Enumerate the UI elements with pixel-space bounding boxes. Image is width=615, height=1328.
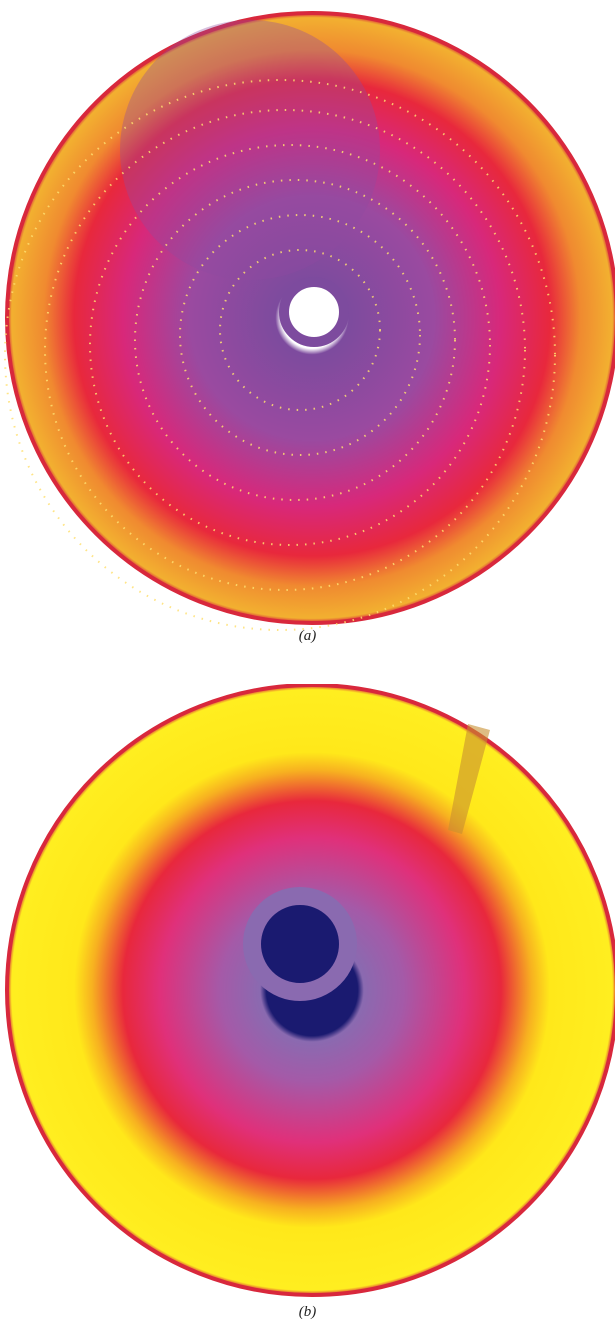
beam-stop <box>252 896 348 992</box>
panel-label: (b) <box>0 1304 615 1321</box>
diffraction-image-a <box>0 0 615 636</box>
diffraction-image-b <box>0 684 615 1308</box>
figure: (a) (b) <box>0 0 615 1328</box>
panel-label: (a) <box>0 628 615 645</box>
beam-stop <box>284 282 344 342</box>
